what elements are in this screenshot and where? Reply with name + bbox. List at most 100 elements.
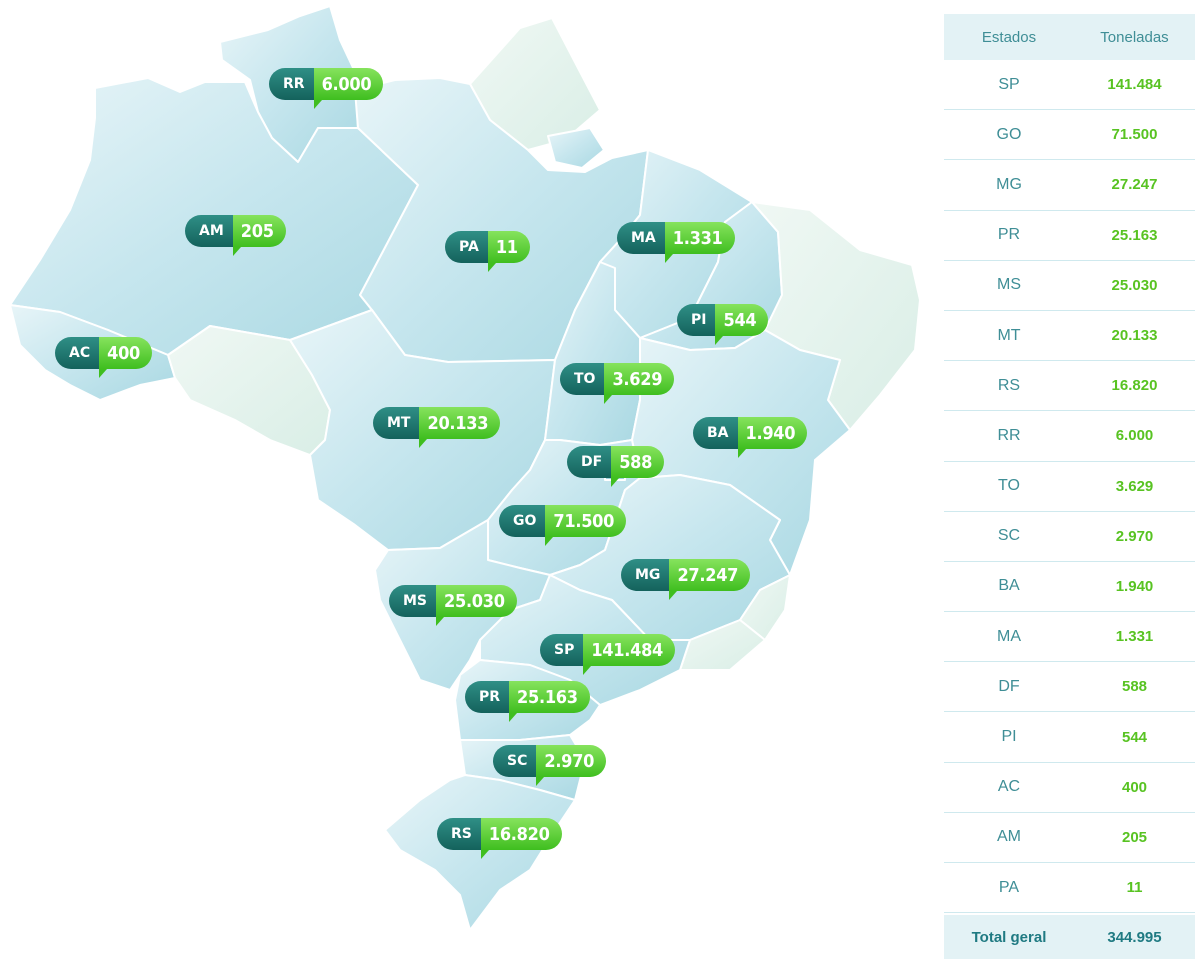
table-row: PI 544 (944, 712, 1195, 763)
badge-value: 2.970 (536, 745, 607, 786)
row-tons: 20.133 (1111, 327, 1158, 345)
table-row: BA 1.940 (944, 562, 1195, 613)
badge-code: SP (540, 634, 584, 666)
state-es (739, 574, 791, 641)
row-tons: 141.484 (1107, 76, 1162, 94)
row-state: RR (997, 426, 1021, 444)
row-state: AC (997, 778, 1021, 796)
row-tons: 25.030 (1111, 276, 1158, 294)
row-state: DF (998, 677, 1020, 695)
row-state: PA (998, 878, 1020, 896)
badge-am: AM 205 (185, 215, 286, 256)
table-row: AM 205 (944, 813, 1195, 863)
row-tons: 11 (1126, 879, 1143, 897)
total-label: Total geral (971, 928, 1047, 946)
table-row: AC 400 (944, 763, 1195, 813)
total-value: 344.995 (1107, 928, 1162, 946)
row-tons: 400 (1121, 778, 1148, 796)
badge-value: 141.484 (583, 634, 676, 675)
table-row: TO 3.629 (944, 462, 1195, 512)
row-state: MS (997, 276, 1021, 294)
badge-sp: SP 141.484 (540, 634, 676, 675)
badge-value: 16.820 (480, 818, 562, 859)
row-tons: 16.820 (1111, 377, 1158, 395)
table-row: MG 27.247 (944, 160, 1195, 211)
row-state: BA (998, 577, 1020, 595)
row-tons: 1.331 (1115, 628, 1154, 646)
row-tons: 2.970 (1115, 527, 1154, 545)
badge-to: TO 3.629 (560, 363, 675, 404)
badge-value: 25.163 (509, 681, 590, 722)
badge-value: 27.247 (669, 559, 751, 600)
row-tons: 27.247 (1111, 176, 1158, 194)
badge-value: 1.940 (737, 417, 808, 458)
row-state: RS (997, 376, 1021, 394)
badge-value: 25.030 (436, 585, 517, 626)
badge-code: MA (617, 222, 665, 254)
badge-value: 11 (487, 231, 530, 272)
badge-code: RR (269, 68, 314, 100)
badge-value: 400 (99, 337, 153, 378)
table-row: PR 25.163 (944, 211, 1195, 261)
row-state: MA (997, 627, 1021, 645)
badge-mg: MG 27.247 (621, 559, 751, 600)
badge-code: RS (437, 818, 481, 850)
table-row: RR 6.000 (944, 411, 1195, 462)
badge-code: PA (445, 231, 488, 263)
badge-df: DF 588 (567, 446, 665, 487)
table-row: DF 588 (944, 662, 1195, 713)
badge-mt: MT 20.133 (373, 407, 501, 448)
row-state: SC (997, 527, 1021, 545)
table-total-row: Total geral 344.995 (944, 915, 1195, 959)
badge-ms: MS 25.030 (389, 585, 517, 626)
badge-code: MG (621, 559, 670, 591)
badge-value: 71.500 (545, 505, 627, 546)
badge-value: 588 (611, 446, 665, 487)
row-tons: 205 (1121, 828, 1148, 846)
badge-code: AC (55, 337, 100, 369)
table-header: Estados Toneladas (944, 14, 1195, 60)
row-state: PI (1001, 728, 1017, 746)
badge-value: 205 (232, 215, 286, 256)
badge-code: BA (693, 417, 738, 449)
badge-code: PR (465, 681, 510, 713)
badge-value: 544 (715, 304, 769, 345)
badge-value: 1.331 (664, 222, 735, 263)
badge-code: AM (185, 215, 233, 247)
badge-value: 6.000 (313, 68, 384, 109)
badge-rr: RR 6.000 (269, 68, 384, 109)
badge-rs: RS 16.820 (437, 818, 562, 859)
badge-pi: PI 544 (677, 304, 769, 345)
table-row: PA 11 (944, 863, 1195, 914)
badge-code: PI (677, 304, 716, 336)
row-state: GO (996, 125, 1022, 143)
island-marajo (547, 127, 605, 169)
row-tons: 6.000 (1115, 427, 1154, 445)
badge-ma: MA 1.331 (617, 222, 735, 263)
badge-code: TO (560, 363, 605, 395)
badge-ac: AC 400 (55, 337, 153, 378)
badge-value: 3.629 (604, 363, 675, 404)
header-toneladas: Toneladas (1100, 28, 1169, 46)
row-state: AM (997, 828, 1021, 846)
badge-code: MT (373, 407, 420, 439)
row-tons: 71.500 (1111, 126, 1158, 144)
tonnage-table: Estados Toneladas SP 141.484 GO 71.500 MG 2… (944, 14, 1195, 959)
badge-ba: BA 1.940 (693, 417, 808, 458)
badge-code: SC (493, 745, 537, 777)
row-state: MT (997, 326, 1021, 344)
row-tons: 544 (1121, 728, 1148, 746)
badge-sc: SC 2.970 (493, 745, 607, 786)
table-row: SC 2.970 (944, 512, 1195, 562)
badge-pr: PR 25.163 (465, 681, 590, 722)
row-state: TO (998, 477, 1020, 495)
badge-code: MS (389, 585, 437, 617)
badge-code: DF (567, 446, 612, 478)
badge-value: 20.133 (419, 407, 501, 448)
table-row: MT 20.133 (944, 311, 1195, 362)
table-row: RS 16.820 (944, 361, 1195, 412)
row-tons: 588 (1121, 678, 1148, 696)
badge-go: GO 71.500 (499, 505, 627, 546)
row-tons: 1.940 (1115, 577, 1154, 595)
row-state: PR (997, 226, 1021, 244)
